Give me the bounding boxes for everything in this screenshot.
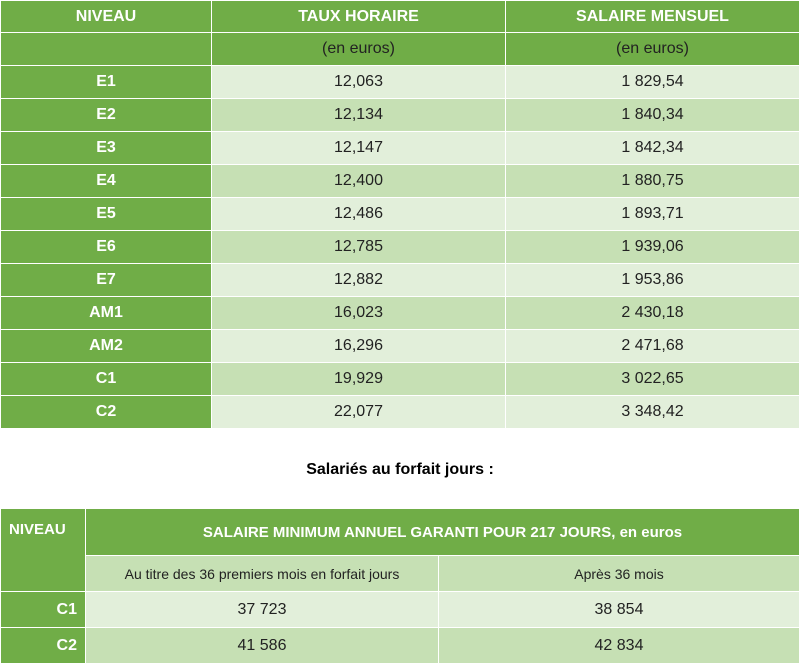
level-cell: E7 — [0, 263, 212, 297]
hourly-monthly-salary-table: NIVEAU TAUX HORAIRE SALAIRE MENSUEL (en … — [0, 0, 800, 429]
value-cell: 12,785 — [211, 230, 506, 264]
value-cell: 1 880,75 — [505, 164, 800, 198]
value-cell: 37 723 — [85, 591, 439, 628]
value-cell: 38 854 — [438, 591, 800, 628]
level-cell: C1 — [0, 591, 86, 628]
level-cell: E6 — [0, 230, 212, 264]
value-cell: 2 471,68 — [505, 329, 800, 363]
level-cell: AM2 — [0, 329, 212, 363]
table-row: C1 37 723 38 854 — [0, 591, 800, 628]
unit-taux: (en euros) — [211, 32, 506, 66]
level-cell: E3 — [0, 131, 212, 165]
table-row: E2 12,134 1 840,34 — [0, 98, 800, 132]
table-row: AM1 16,023 2 430,18 — [0, 296, 800, 330]
header-taux-horaire: TAUX HORAIRE — [211, 0, 506, 33]
value-cell: 22,077 — [211, 395, 506, 429]
value-cell: 1 893,71 — [505, 197, 800, 231]
value-cell: 12,486 — [211, 197, 506, 231]
value-cell: 41 586 — [85, 627, 439, 664]
subheader-36-premiers-mois: Au titre des 36 premiers mois en forfait… — [85, 555, 439, 592]
table-row: E1 12,063 1 829,54 — [0, 65, 800, 99]
level-cell: E5 — [0, 197, 212, 231]
table-row: C2 41 586 42 834 — [0, 627, 800, 664]
header-blank — [0, 32, 212, 66]
value-cell: 42 834 — [438, 627, 800, 664]
table-row: E4 12,400 1 880,75 — [0, 164, 800, 198]
level-cell: E4 — [0, 164, 212, 198]
value-cell: 3 348,42 — [505, 395, 800, 429]
value-cell: 12,400 — [211, 164, 506, 198]
table-row: E3 12,147 1 842,34 — [0, 131, 800, 165]
unit-salaire: (en euros) — [505, 32, 800, 66]
value-cell: 16,023 — [211, 296, 506, 330]
level-cell: E2 — [0, 98, 212, 132]
level-cell: C2 — [0, 395, 212, 429]
table-row: E5 12,486 1 893,71 — [0, 197, 800, 231]
value-cell: 16,296 — [211, 329, 506, 363]
value-cell: 19,929 — [211, 362, 506, 396]
table-row: E7 12,882 1 953,86 — [0, 263, 800, 297]
value-cell: 12,134 — [211, 98, 506, 132]
value-cell: 2 430,18 — [505, 296, 800, 330]
table-row: AM2 16,296 2 471,68 — [0, 329, 800, 363]
header-salaire-annuel: SALAIRE MINIMUM ANNUEL GARANTI POUR 217 … — [85, 508, 800, 556]
header-salaire-mensuel: SALAIRE MENSUEL — [505, 0, 800, 33]
level-cell: C2 — [0, 627, 86, 664]
header-niveau: NIVEAU — [0, 0, 212, 33]
value-cell: 1 840,34 — [505, 98, 800, 132]
value-cell: 1 842,34 — [505, 131, 800, 165]
level-cell: C1 — [0, 362, 212, 396]
value-cell: 1 953,86 — [505, 263, 800, 297]
value-cell: 1 939,06 — [505, 230, 800, 264]
value-cell: 3 022,65 — [505, 362, 800, 396]
value-cell: 12,147 — [211, 131, 506, 165]
table-row: E6 12,785 1 939,06 — [0, 230, 800, 264]
level-cell: AM1 — [0, 296, 212, 330]
table-row: C2 22,077 3 348,42 — [0, 395, 800, 429]
table-row: C1 19,929 3 022,65 — [0, 362, 800, 396]
section-title: Salariés au forfait jours : — [306, 461, 494, 478]
header-niveau: NIVEAU — [0, 508, 86, 592]
value-cell: 1 829,54 — [505, 65, 800, 99]
subheader-apres-36-mois: Après 36 mois — [438, 555, 800, 592]
value-cell: 12,063 — [211, 65, 506, 99]
value-cell: 12,882 — [211, 263, 506, 297]
forfait-jours-table: NIVEAU SALAIRE MINIMUM ANNUEL GARANTI PO… — [0, 508, 800, 664]
level-cell: E1 — [0, 65, 212, 99]
